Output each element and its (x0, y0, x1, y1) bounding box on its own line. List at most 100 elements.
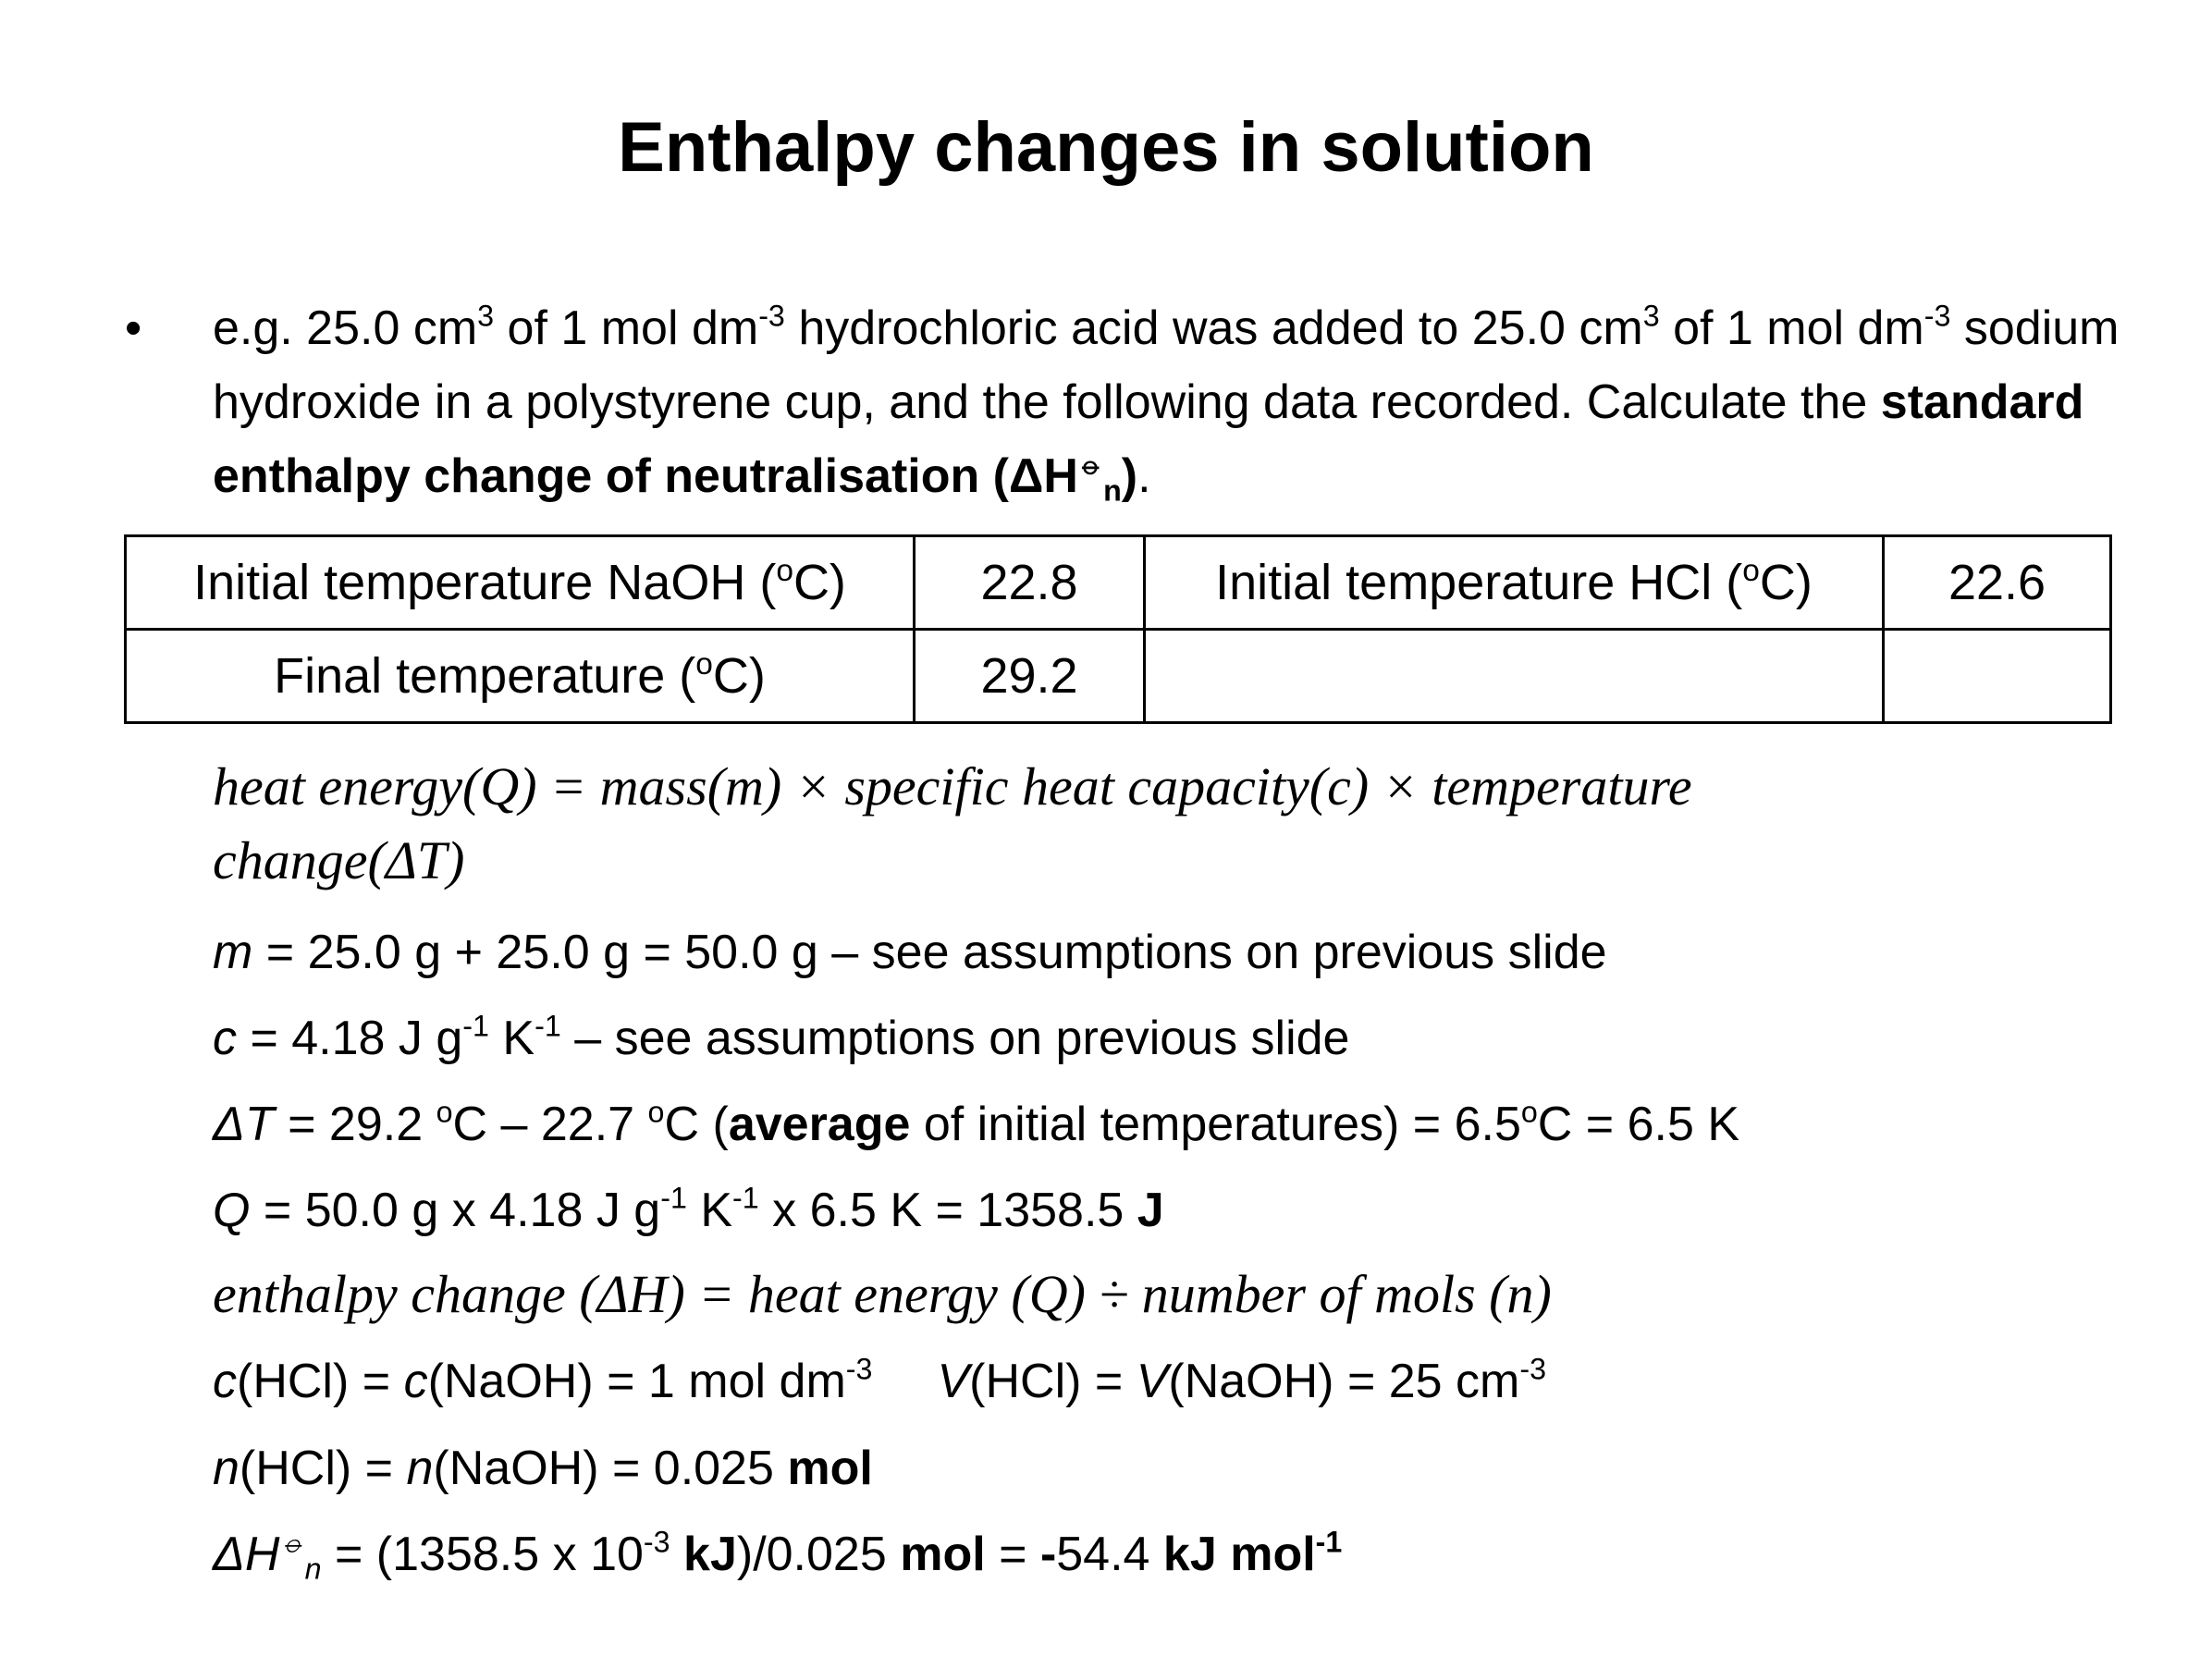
bold: kJ (670, 1528, 737, 1581)
sup: o (695, 646, 713, 681)
text: )/0.025 (736, 1528, 901, 1581)
text: (NaOH) = 0.025 (433, 1442, 788, 1495)
text: = 50.0 g x 4.18 J g (250, 1184, 661, 1237)
text: of 1 mol dm (494, 301, 759, 355)
italic: m (213, 926, 253, 979)
text: . (1137, 449, 1151, 503)
bold: standard enthalpy change of neutralisati… (213, 375, 2084, 503)
sup: -3 (1519, 1352, 1547, 1386)
italic: n (304, 1552, 322, 1586)
sup: -3 (845, 1352, 873, 1386)
bold: J (1137, 1184, 1164, 1237)
row: Final temperature (oC) 29.2 (124, 628, 2112, 724)
text: = 29.2 (274, 1098, 436, 1151)
italic: c (213, 1355, 237, 1408)
text: = (985, 1528, 1040, 1581)
italic: ⦵ (279, 1525, 305, 1559)
sup: -3 (643, 1525, 670, 1559)
italic: c (403, 1355, 428, 1408)
bold: mol (787, 1442, 873, 1495)
text: – see assumptions on previous slide (560, 1012, 1350, 1065)
cell (1143, 628, 1885, 724)
italic: n (406, 1442, 434, 1495)
cell: Final temperature (oC) (124, 628, 916, 724)
text: x 6.5 K = 1358.5 (758, 1184, 1137, 1237)
cell: 29.2 (913, 628, 1146, 724)
italic: V (1136, 1355, 1169, 1408)
text: K (488, 1012, 535, 1065)
cell: 22.6 (1882, 534, 2112, 631)
sup: o (1742, 553, 1760, 588)
text: 54.4 (1056, 1528, 1163, 1581)
line: ΔH⦵n = (1358.5 x 10-3 kJ)/0.025 mol = -5… (213, 1522, 1342, 1587)
text: hydrochloric acid was added to 25.0 cm (784, 301, 1643, 355)
sup: ⦵ (279, 1526, 304, 1559)
text: C) (712, 648, 766, 704)
bold: average (728, 1098, 911, 1151)
equation: heat energy(Q) = mass(m) × specific heat… (213, 756, 1692, 890)
line: c(HCl) = c(NaOH) = 1 mol dm-3 V(HCl) = V(… (213, 1349, 1546, 1414)
line: n(HCl) = n(NaOH) = 0.025 mol (213, 1436, 873, 1501)
bold: n (1103, 473, 1122, 508)
sup: o (436, 1095, 453, 1129)
text: of 1 mol dm (1659, 301, 1924, 355)
text: Initial temperature HCl ( (1215, 555, 1743, 610)
text: = (1358.5 x 10 (321, 1528, 644, 1581)
sub: n (1103, 474, 1122, 508)
text: (HCl) = (239, 1442, 407, 1495)
text: of initial temperatures) = 6.5 (910, 1098, 1521, 1151)
sup: ⦵ (1078, 448, 1103, 481)
title: Enthalpy changes in solution (618, 108, 1594, 187)
text: Final temperature ( (274, 648, 696, 704)
italic: ΔT (213, 1098, 275, 1151)
italic: V (937, 1355, 970, 1408)
text: (HCl) = (237, 1355, 404, 1408)
sup: 3 (477, 299, 495, 333)
sup: o (647, 1095, 665, 1129)
sub: n (305, 1553, 322, 1586)
text: C – 22.7 (452, 1098, 648, 1151)
text: (HCl) = (969, 1355, 1137, 1408)
equation: enthalpy change (ΔH) = heat energy (Q) ÷… (213, 1264, 1552, 1324)
sup: -1 (732, 1181, 759, 1215)
sup: -3 (1923, 299, 1951, 333)
sup: -1 (1316, 1526, 1343, 1559)
sup: -1 (462, 1009, 489, 1043)
text: Initial temperature NaOH ( (193, 555, 777, 610)
cell: Initial temperature HCl (oC) (1143, 534, 1885, 631)
text: sodium hydroxide in a polystyrene cup, a… (213, 301, 2120, 429)
italic: ΔH (213, 1528, 280, 1581)
line: Q = 50.0 g x 4.18 J g-1 K-1 x 6.5 K = 13… (213, 1178, 1164, 1243)
text: C) (1759, 555, 1813, 610)
line: m = 25.0 g + 25.0 g = 50.0 g – see assum… (213, 920, 1607, 985)
text: (NaOH) = 25 cm (1168, 1355, 1520, 1408)
sup: -1 (535, 1009, 561, 1043)
sup: o (776, 553, 793, 588)
italic: n (213, 1442, 240, 1495)
cell (1882, 628, 2112, 724)
text: = 25.0 g + 25.0 g = 50.0 g – see assumpt… (252, 926, 1607, 979)
bold: mol (900, 1528, 986, 1581)
text: (NaOH) = 1 mol dm (427, 1355, 846, 1408)
sup: 3 (1642, 299, 1660, 333)
text: = 4.18 J g (237, 1012, 463, 1065)
cell: 22.8 (913, 534, 1146, 631)
line: c = 4.18 J g-1 K-1 – see assumptions on … (213, 1006, 1349, 1071)
line: ΔT = 29.2 oC – 22.7 oC (average of initi… (213, 1092, 1739, 1157)
text: K (686, 1184, 733, 1237)
italic: Q (213, 1184, 251, 1237)
bold: ⦵ (1077, 447, 1104, 481)
bold: ) (1121, 449, 1138, 503)
text: C ( (664, 1098, 729, 1151)
bullet-mark: • (125, 301, 142, 355)
bullet-text: e.g. 25.0 cm3 of 1 mol dm-3 hydrochloric… (213, 291, 2136, 513)
text: e.g. 25.0 cm (213, 301, 478, 355)
cell: Initial temperature NaOH (oC) (124, 534, 916, 631)
italic: c (213, 1012, 237, 1065)
data-table: Initial temperature NaOH (oC) 22.8 Initi… (124, 534, 2112, 724)
bold: -1 (1315, 1525, 1343, 1559)
row: Initial temperature NaOH (oC) 22.8 Initi… (124, 534, 2112, 631)
sup: -3 (758, 299, 785, 333)
bold: - (1039, 1528, 1057, 1581)
